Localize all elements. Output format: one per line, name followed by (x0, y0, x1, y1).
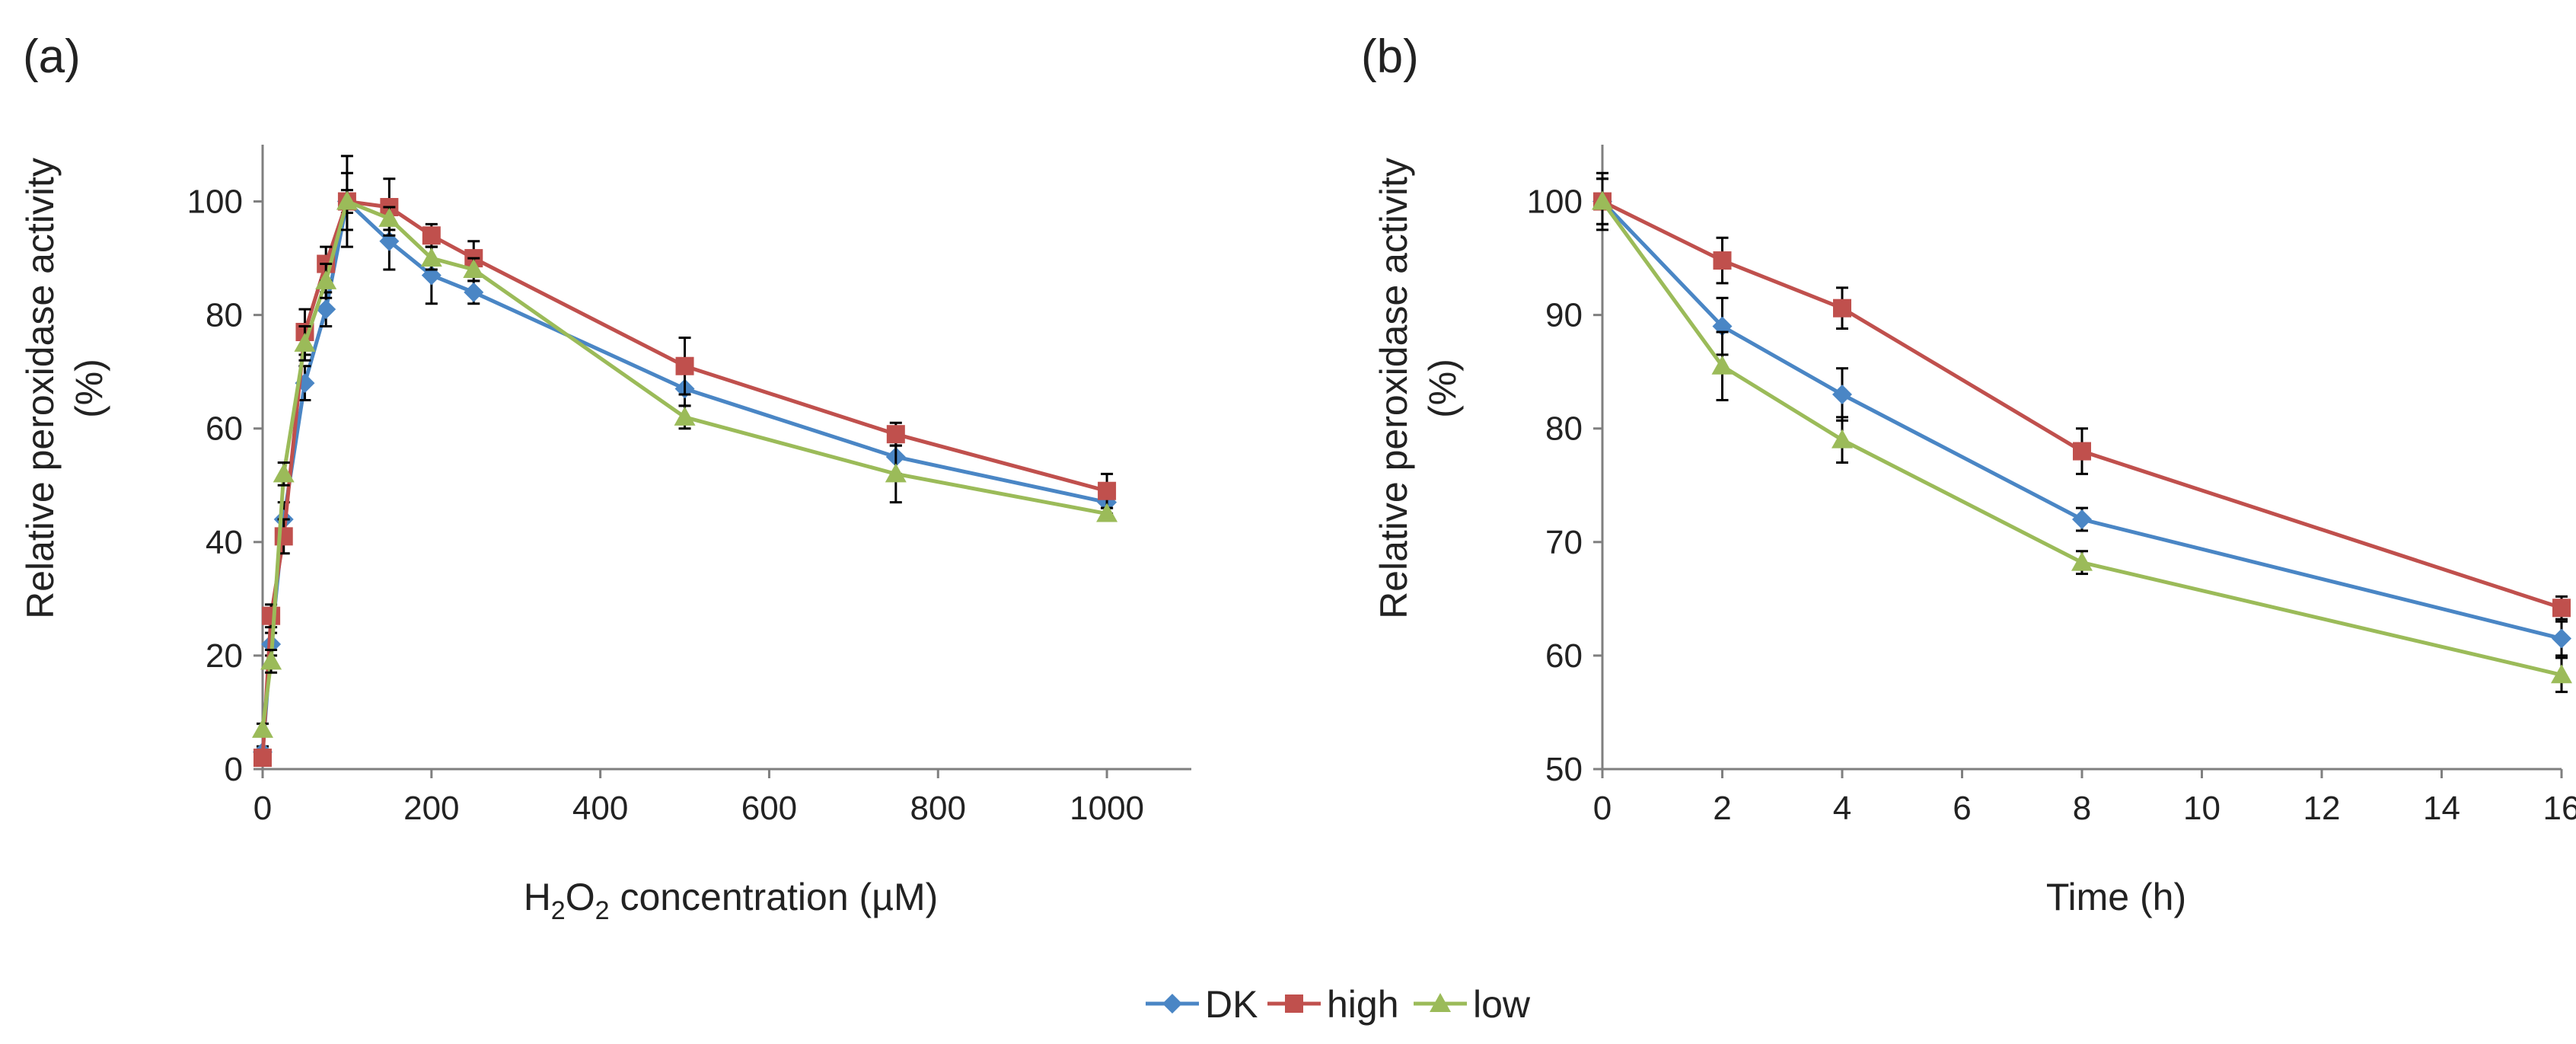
panel-a-point-high (253, 749, 272, 768)
panel-a-xlabel-h: H (524, 876, 551, 918)
panel-a-point-high (422, 226, 441, 245)
panel-a-y-tick-label: 40 (206, 524, 243, 561)
legend-label-dk: DK (1205, 983, 1258, 1026)
panel-a-y-tick-label: 20 (206, 637, 243, 675)
legend-item-low: low (1414, 983, 1531, 1026)
panel-a-x-tick-label: 400 (572, 790, 628, 827)
panel-b-y-tick-label: 80 (1545, 410, 1583, 448)
panel-b-y-tick-label: 100 (1527, 184, 1583, 221)
panel-a-ylabel-line1: Relative peroxidase activity (19, 158, 62, 619)
panel-a-point-low (674, 406, 696, 426)
panel-a-x-tick-label: 0 (253, 790, 272, 827)
legend-marker-high (1285, 995, 1303, 1013)
panel-a-label: (a) (23, 30, 81, 83)
panel-b-point-high (2073, 442, 2091, 461)
panel-a-point-high (262, 606, 281, 625)
panel-b-point-dk (2072, 509, 2092, 529)
panel-b-point-low (1832, 429, 1853, 449)
panel-a-point-low (1096, 503, 1118, 522)
panel-b-x-tick-label: 0 (1593, 790, 1612, 827)
panel-b-series-low (1592, 177, 2572, 694)
panel-b-x-tick-label: 8 (2073, 790, 2091, 827)
panel-b-ylabel: Relative peroxidase activity (%) (1372, 158, 1464, 619)
panel-b-x-tick-label: 4 (1833, 790, 1851, 827)
panel-a-series-dk (253, 189, 1117, 762)
panel-b-plot: 50 60 70 80 90 100 0 2 4 6 8 10 12 14 16 (1527, 145, 2576, 827)
panel-b-y-tick-label: 60 (1545, 637, 1583, 675)
panel-b-x-tick-label: 14 (2423, 790, 2460, 827)
panel-a-point-low (252, 718, 273, 738)
panel-a-point-high (886, 425, 905, 444)
panel-a-series-high (253, 155, 1117, 768)
panel-b-ylabel-line2: (%) (1421, 359, 1464, 418)
panel-b-x-tick-label: 10 (2183, 790, 2221, 827)
panel-a-series-dk-line (260, 197, 1108, 752)
panel-b-y-tick-label: 50 (1545, 751, 1583, 788)
panel-a-x-tick-label: 200 (403, 790, 459, 827)
legend-marker-low (1430, 993, 1451, 1012)
panel-a-point-low (294, 332, 316, 352)
legend-label-low: low (1473, 983, 1531, 1026)
legend-item-dk: DK (1146, 983, 1258, 1026)
panel-a-point-high (1098, 481, 1117, 500)
panel-a-point-low (273, 463, 295, 483)
panel-b-x-tick-label: 16 (2543, 790, 2576, 827)
panel-a-point-dk (464, 282, 484, 302)
panel-a-point-high (675, 356, 694, 375)
panel-a-ylabel: Relative peroxidase activity (%) (19, 158, 110, 619)
panel-b-series-dk (1592, 177, 2571, 657)
legend-item-high: high (1267, 983, 1399, 1026)
panel-a-point-low (336, 190, 358, 210)
panel-b-label: (b) (1361, 30, 1419, 83)
panel-a-series-low (252, 171, 1118, 738)
panel-b-point-high (1713, 251, 1732, 270)
panel-a-x-tick-label: 1000 (1070, 790, 1144, 827)
panel-b-x-tick-label: 12 (2303, 790, 2341, 827)
panel-a-point-low (260, 650, 282, 670)
panel-a-xlabel-rest: concentration (µM) (610, 876, 939, 918)
panel-b-xlabel: Time (h) (2046, 876, 2186, 918)
panel-a-x-tick-label: 600 (741, 790, 797, 827)
panel-a-xlabel-o: O (566, 876, 595, 918)
panel-b-y-tick-label: 70 (1545, 524, 1583, 561)
legend: DK high low (1146, 983, 1531, 1026)
panel-b-point-high (1833, 299, 1851, 318)
panel-b-point-high (2552, 599, 2571, 618)
panel-b-point-low (1592, 190, 1613, 210)
panel-a-point-low (420, 247, 442, 267)
panel-a-ylabel-line2: (%) (68, 359, 110, 418)
panel-a-series-high-line (260, 199, 1108, 758)
panel-a-point-dk (316, 299, 336, 320)
panel-a-xlabel-sub2: 2 (595, 896, 610, 925)
panel-a-point-low (315, 270, 337, 289)
panel-b-point-low (2551, 664, 2572, 684)
panel-b-point-low (2071, 551, 2093, 571)
panel-b-point-dk (1832, 385, 1852, 404)
panel-a-y-tick-label: 60 (206, 410, 243, 448)
panel-b-point-dk (2552, 628, 2571, 649)
panel-b-x-tick-label: 6 (1953, 790, 1971, 827)
panel-b-point-low (1711, 355, 1733, 375)
panel-a-y-tick-label: 80 (206, 297, 243, 334)
panel-a-point-low (378, 207, 400, 227)
legend-label-high: high (1327, 983, 1399, 1026)
panel-a-y-tick-label: 100 (187, 184, 243, 221)
panel-a-xlabel-sub1: 2 (551, 896, 566, 925)
panel-b-series-high-line (1601, 200, 2562, 610)
panel-b-ylabel-line1: Relative peroxidase activity (1372, 158, 1415, 619)
panel-b-x-tick-label: 2 (1713, 790, 1731, 827)
panel-a-point-low (885, 463, 907, 483)
panel-b-y-tick-label: 90 (1545, 297, 1583, 334)
panel-a-x-tick-label: 800 (910, 790, 966, 827)
legend-marker-dk (1162, 994, 1182, 1014)
panel-a-series-low-line (260, 199, 1108, 730)
panel-a-point-low (463, 259, 485, 278)
panel-a-xlabel: H2O2 concentration (µM) (524, 876, 939, 925)
panel-a-y-tick-label: 0 (225, 751, 243, 788)
